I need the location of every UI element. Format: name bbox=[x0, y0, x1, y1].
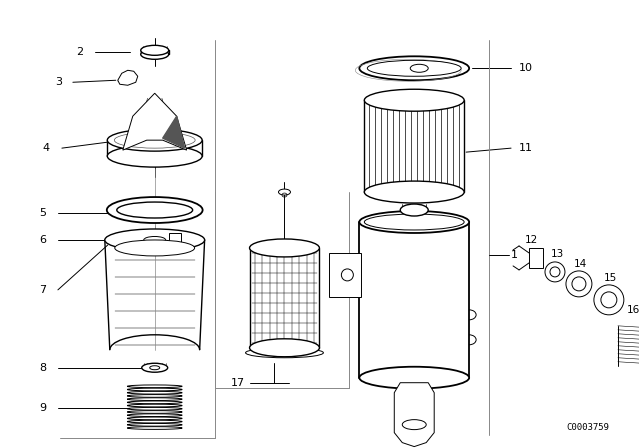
Ellipse shape bbox=[127, 411, 182, 414]
Ellipse shape bbox=[141, 363, 168, 372]
Ellipse shape bbox=[144, 237, 166, 243]
Ellipse shape bbox=[246, 348, 323, 358]
Ellipse shape bbox=[364, 214, 464, 230]
Polygon shape bbox=[163, 116, 185, 148]
Ellipse shape bbox=[403, 420, 426, 430]
Ellipse shape bbox=[127, 404, 182, 407]
Text: 3: 3 bbox=[55, 77, 62, 87]
Ellipse shape bbox=[127, 417, 182, 420]
Circle shape bbox=[594, 285, 624, 315]
Text: 14: 14 bbox=[574, 259, 588, 269]
Bar bbox=[169, 233, 180, 247]
Ellipse shape bbox=[127, 385, 182, 388]
Text: 6: 6 bbox=[39, 235, 46, 245]
Ellipse shape bbox=[127, 395, 182, 397]
Ellipse shape bbox=[410, 65, 428, 72]
Ellipse shape bbox=[127, 407, 182, 410]
Text: 16: 16 bbox=[627, 305, 640, 315]
Text: 10: 10 bbox=[519, 63, 533, 73]
Ellipse shape bbox=[127, 423, 182, 426]
Circle shape bbox=[566, 271, 592, 297]
Polygon shape bbox=[394, 383, 434, 447]
Ellipse shape bbox=[141, 45, 169, 55]
Text: 7: 7 bbox=[39, 285, 46, 295]
Ellipse shape bbox=[278, 189, 291, 195]
Ellipse shape bbox=[367, 60, 461, 76]
Ellipse shape bbox=[107, 197, 203, 223]
Ellipse shape bbox=[127, 398, 182, 401]
Ellipse shape bbox=[115, 240, 195, 256]
Text: 17: 17 bbox=[230, 378, 244, 388]
Text: 11: 11 bbox=[519, 143, 533, 153]
Ellipse shape bbox=[127, 401, 182, 404]
Text: 5: 5 bbox=[39, 208, 46, 218]
Circle shape bbox=[572, 277, 586, 291]
Ellipse shape bbox=[359, 56, 469, 80]
Ellipse shape bbox=[127, 420, 182, 423]
Circle shape bbox=[545, 262, 565, 282]
Ellipse shape bbox=[108, 129, 202, 151]
Polygon shape bbox=[116, 73, 123, 82]
Ellipse shape bbox=[127, 392, 182, 394]
Polygon shape bbox=[121, 70, 129, 75]
Text: C0003759: C0003759 bbox=[566, 422, 609, 431]
Bar bbox=[403, 383, 426, 413]
Ellipse shape bbox=[364, 181, 464, 203]
Ellipse shape bbox=[359, 211, 469, 233]
Ellipse shape bbox=[127, 388, 182, 391]
Text: 1: 1 bbox=[511, 250, 518, 260]
Ellipse shape bbox=[250, 239, 319, 257]
Text: 2: 2 bbox=[76, 47, 83, 57]
Ellipse shape bbox=[150, 366, 160, 370]
Ellipse shape bbox=[400, 204, 428, 216]
Ellipse shape bbox=[105, 229, 205, 251]
Polygon shape bbox=[118, 70, 138, 85]
Text: 4: 4 bbox=[43, 143, 50, 153]
Ellipse shape bbox=[108, 145, 202, 167]
Polygon shape bbox=[123, 93, 187, 150]
Ellipse shape bbox=[116, 202, 193, 218]
Text: 13: 13 bbox=[550, 249, 564, 259]
Ellipse shape bbox=[364, 89, 464, 111]
Ellipse shape bbox=[359, 367, 469, 389]
Text: 15: 15 bbox=[604, 273, 618, 283]
Ellipse shape bbox=[127, 414, 182, 417]
Text: 9: 9 bbox=[39, 403, 46, 413]
Ellipse shape bbox=[127, 426, 182, 429]
Ellipse shape bbox=[250, 339, 319, 357]
Ellipse shape bbox=[137, 234, 173, 246]
Text: 12: 12 bbox=[524, 235, 538, 245]
Bar bbox=[330, 253, 362, 297]
Bar bbox=[529, 248, 543, 268]
Ellipse shape bbox=[141, 49, 169, 59]
Text: 8: 8 bbox=[39, 363, 46, 373]
